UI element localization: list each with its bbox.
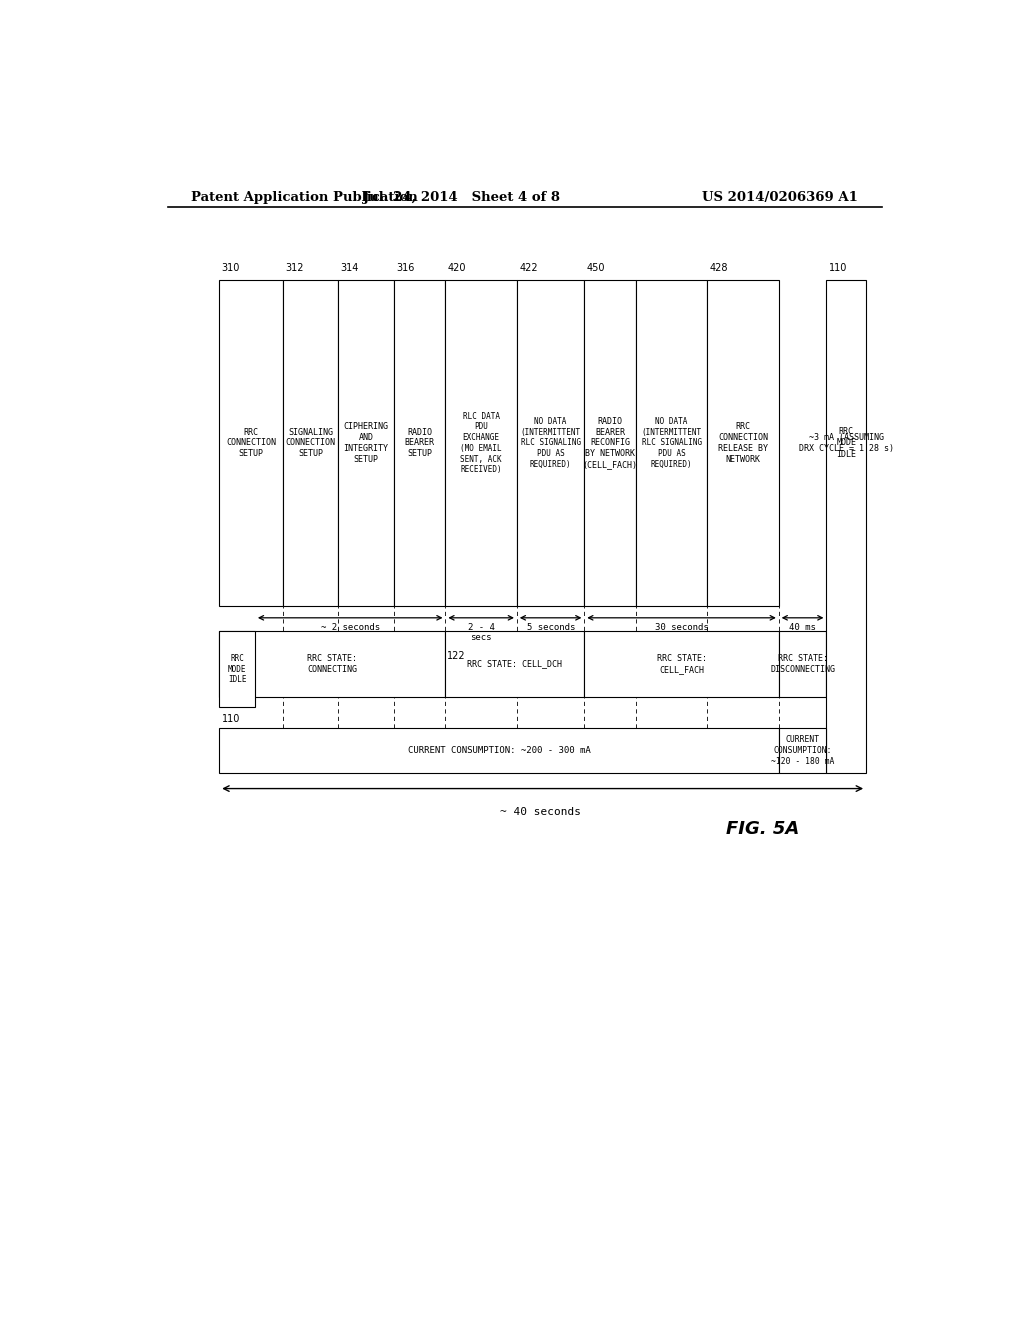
- Text: RRC STATE:
CONNECTING: RRC STATE: CONNECTING: [307, 653, 357, 675]
- Text: RRC STATE:
DISCONNECTING: RRC STATE: DISCONNECTING: [770, 653, 835, 675]
- Text: 40 ms: 40 ms: [790, 623, 816, 632]
- Text: 422: 422: [519, 263, 538, 273]
- Text: 110: 110: [828, 263, 847, 273]
- Text: Jul. 24, 2014   Sheet 4 of 8: Jul. 24, 2014 Sheet 4 of 8: [362, 190, 560, 203]
- Bar: [283, 280, 338, 606]
- Text: 450: 450: [587, 263, 605, 273]
- Text: 30 seconds: 30 seconds: [655, 623, 709, 632]
- Text: CURRENT
CONSUMPTION:
~120 - 180 mA: CURRENT CONSUMPTION: ~120 - 180 mA: [771, 735, 835, 766]
- Text: RLC DATA
PDU
EXCHANGE
(MO EMAIL
SENT, ACK
RECEIVED): RLC DATA PDU EXCHANGE (MO EMAIL SENT, AC…: [461, 412, 502, 474]
- Text: RRC
CONNECTION
SETUP: RRC CONNECTION SETUP: [226, 428, 276, 458]
- Text: CIPHERING
AND
INTEGRITY
SETUP: CIPHERING AND INTEGRITY SETUP: [344, 422, 388, 463]
- Text: RRC
MODE
IDLE: RRC MODE IDLE: [228, 655, 247, 684]
- Text: ~ 2 seconds: ~ 2 seconds: [321, 623, 380, 632]
- Bar: [219, 631, 255, 708]
- Text: 312: 312: [285, 263, 304, 273]
- Bar: [445, 280, 517, 606]
- Text: CURRENT CONSUMPTION: ~200 - 300 mA: CURRENT CONSUMPTION: ~200 - 300 mA: [408, 746, 591, 755]
- Bar: [517, 280, 585, 606]
- Text: 110: 110: [221, 714, 240, 725]
- Bar: [219, 727, 778, 774]
- Text: 2 - 4
secs: 2 - 4 secs: [468, 623, 495, 643]
- Bar: [219, 631, 445, 697]
- Bar: [636, 280, 708, 606]
- Bar: [826, 280, 866, 774]
- Text: 314: 314: [341, 263, 359, 273]
- Bar: [708, 280, 778, 606]
- Text: US 2014/0206369 A1: US 2014/0206369 A1: [702, 190, 858, 203]
- Bar: [585, 280, 636, 606]
- Text: RADIO
BEARER
RECONFIG
BY NETWORK
(CELL_FACH): RADIO BEARER RECONFIG BY NETWORK (CELL_F…: [583, 417, 638, 469]
- Text: ~ 40 seconds: ~ 40 seconds: [500, 807, 582, 817]
- Bar: [338, 280, 394, 606]
- Text: 316: 316: [396, 263, 415, 273]
- Text: RADIO
BEARER
SETUP: RADIO BEARER SETUP: [404, 428, 434, 458]
- Text: RRC STATE:
CELL_FACH: RRC STATE: CELL_FACH: [656, 653, 707, 675]
- Text: NO DATA
(INTERMITTENT
RLC SIGNALING
PDU AS
REQUIRED): NO DATA (INTERMITTENT RLC SIGNALING PDU …: [520, 417, 581, 469]
- Text: ~3 mA (ASSUMING
DRX CYCLE = 1.28 s): ~3 mA (ASSUMING DRX CYCLE = 1.28 s): [799, 433, 894, 453]
- Bar: [778, 727, 826, 774]
- Bar: [445, 631, 585, 697]
- Text: RRC
CONNECTION
RELEASE BY
NETWORK: RRC CONNECTION RELEASE BY NETWORK: [718, 422, 768, 463]
- Text: 428: 428: [710, 263, 728, 273]
- Text: SIGNALING
CONNECTION
SETUP: SIGNALING CONNECTION SETUP: [286, 428, 336, 458]
- Bar: [394, 280, 445, 606]
- Text: NO DATA
(INTERMITTENT
RLC SIGNALING
PDU AS
REQUIRED): NO DATA (INTERMITTENT RLC SIGNALING PDU …: [642, 417, 701, 469]
- Text: 5 seconds: 5 seconds: [526, 623, 575, 632]
- Bar: [778, 631, 826, 697]
- Text: RRC
MODE
IDLE: RRC MODE IDLE: [837, 428, 856, 458]
- Bar: [219, 280, 283, 606]
- Text: Patent Application Publication: Patent Application Publication: [191, 190, 418, 203]
- Bar: [585, 631, 778, 697]
- Text: 310: 310: [221, 263, 240, 273]
- Text: FIG. 5A: FIG. 5A: [726, 820, 800, 838]
- Text: 122: 122: [447, 652, 466, 661]
- Text: 420: 420: [447, 263, 466, 273]
- Text: RRC STATE: CELL_DCH: RRC STATE: CELL_DCH: [467, 660, 562, 668]
